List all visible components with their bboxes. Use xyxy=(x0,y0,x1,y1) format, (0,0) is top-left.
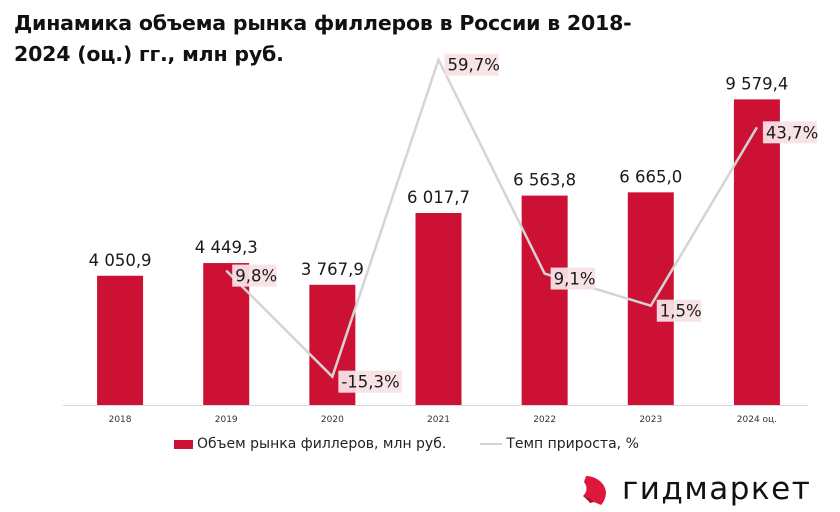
growth-label-box xyxy=(444,53,499,76)
growth-value-label: 43,7% xyxy=(766,123,818,142)
bar-2023 xyxy=(627,192,674,405)
growth-label-box xyxy=(338,370,402,393)
growth-label-box xyxy=(232,264,277,287)
bar-value-label: 6 665,0 xyxy=(619,167,682,186)
bar-value-label: 4 449,3 xyxy=(195,238,258,257)
growth-value-label: 59,7% xyxy=(448,56,500,75)
chart-plot: 2018 2019 2020 2021 2022 2023 2024 оц. 4 050,9 4… xyxy=(63,53,818,425)
gidmarket-logo: гидмаркет xyxy=(580,472,811,506)
legend-bar-swatch xyxy=(174,439,193,449)
x-tick-label: 2022 xyxy=(533,415,556,425)
bar-value-label: 4 050,9 xyxy=(89,251,152,270)
growth-label-box xyxy=(762,121,817,144)
growth-value-label: 9,8% xyxy=(235,267,277,286)
growth-label-box xyxy=(550,267,596,290)
growth-value-label: 9,1% xyxy=(554,270,596,289)
x-tick-label: 2020 xyxy=(321,415,344,425)
bar-value-label: 6 563,8 xyxy=(513,171,576,190)
logo-text: гидмаркет xyxy=(622,471,812,507)
x-tick-label: 2021 xyxy=(427,415,450,425)
bar-2018 xyxy=(97,275,144,405)
bar-value-label: 6 017,7 xyxy=(407,188,470,207)
bar-2021 xyxy=(415,213,462,405)
x-tick-label: 2023 xyxy=(639,415,662,425)
growth-value-label: 1,5% xyxy=(660,302,702,321)
gidmarket-logo-icon xyxy=(583,476,606,505)
x-tick-label: 2018 xyxy=(109,415,132,425)
bar-value-label: 9 579,4 xyxy=(725,74,788,93)
legend-bar-label: Объем рынка филлеров, млн руб. xyxy=(197,436,447,452)
growth-label-box xyxy=(656,299,702,322)
bar-2024 xyxy=(733,99,780,405)
chart-title: Динамика объема рынка филлеров в России … xyxy=(14,11,632,66)
bar-2022 xyxy=(521,195,568,405)
chart-legend: Объем рынка филлеров, млн руб. Темп прир… xyxy=(174,436,639,452)
growth-value-label: -15,3% xyxy=(341,373,399,392)
x-tick-label: 2019 xyxy=(215,415,238,425)
bar-value-label: 3 767,9 xyxy=(301,260,364,279)
legend-line-label: Темп прироста, % xyxy=(506,436,639,452)
x-tick-label: 2024 оц. xyxy=(737,415,777,425)
legend-line-swatch xyxy=(480,443,503,445)
growth-line xyxy=(225,56,759,379)
